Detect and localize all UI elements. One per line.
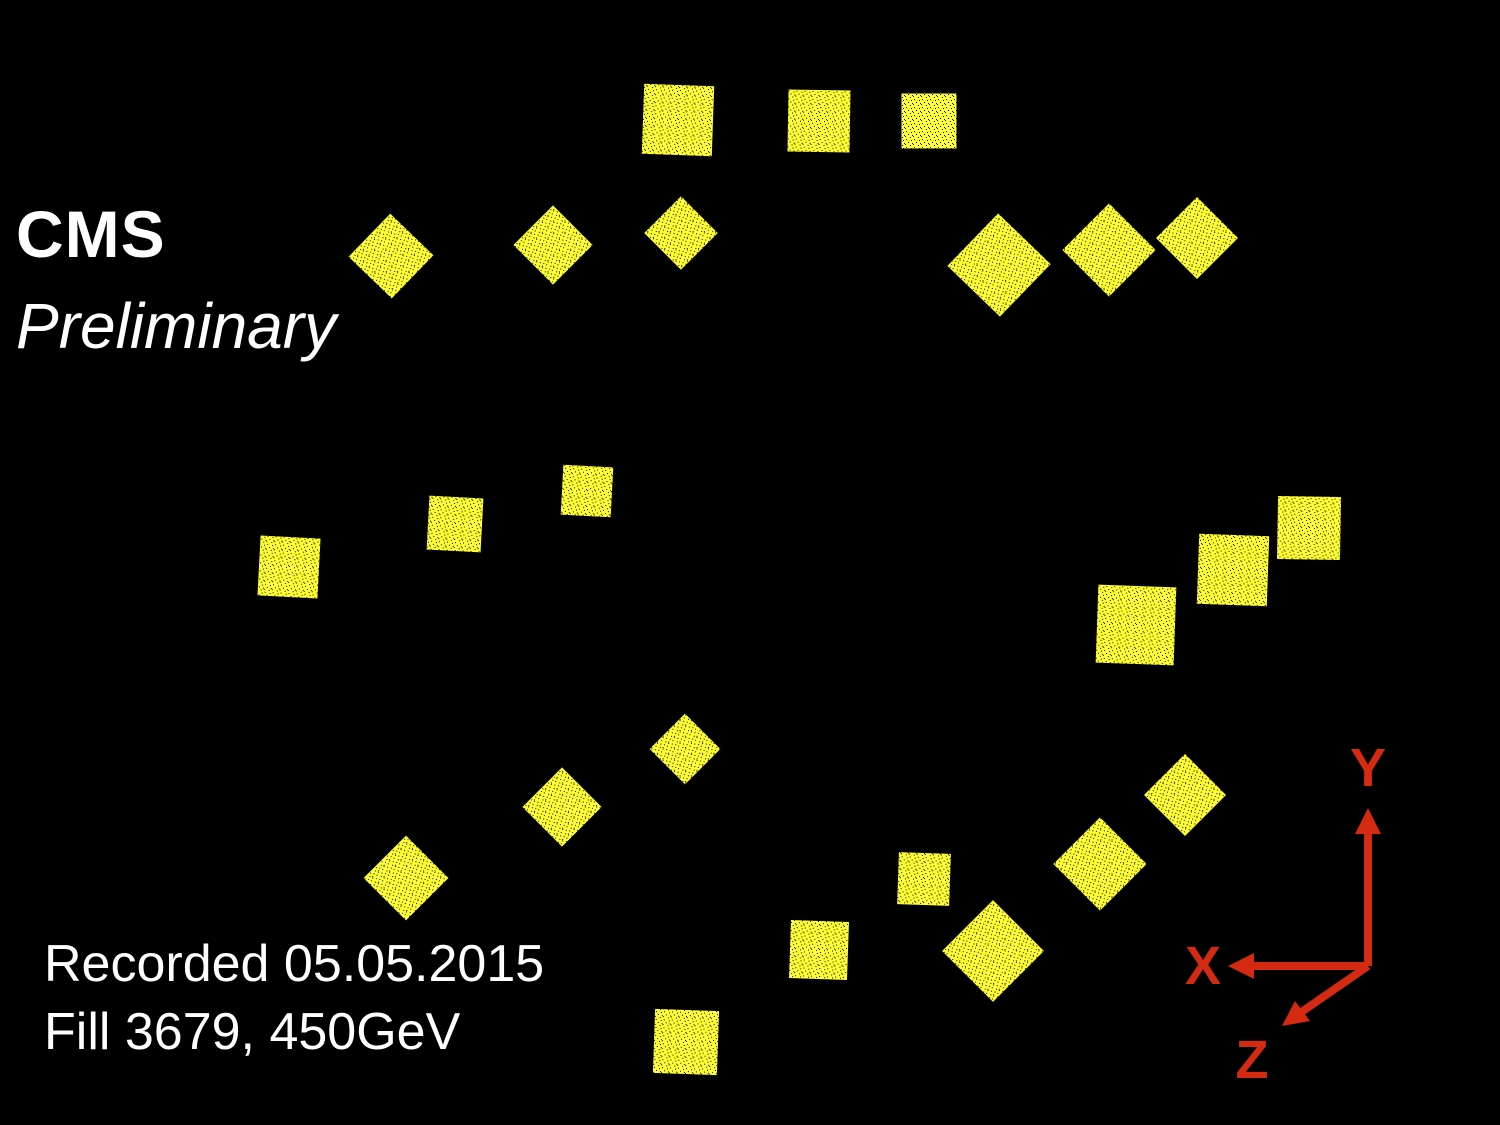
preliminary-label: Preliminary: [16, 290, 337, 362]
sensor-hitmap: [652, 1008, 720, 1076]
sensor-hitmap: [1155, 196, 1239, 280]
recorded-date: Recorded 05.05.2015: [44, 935, 545, 993]
sensor-hitmap: [560, 464, 614, 518]
sensor-hitmap: [644, 196, 718, 270]
sensor-hitmap: [1196, 533, 1270, 607]
sensor-hitmap: [522, 767, 602, 847]
axis-label-z: Z: [1236, 1030, 1269, 1090]
sensor-hitmap: [649, 713, 721, 785]
experiment-title: CMS: [16, 197, 166, 271]
axis-indicator: Y X Z: [1185, 738, 1386, 1090]
sensor-hitmap: [363, 835, 449, 921]
axis-label-y: Y: [1350, 738, 1386, 798]
fill-info: Fill 3679, 450GeV: [44, 1003, 461, 1061]
sensor-hitmap: [1062, 203, 1156, 297]
z-axis-arrow: [1297, 962, 1371, 1017]
sensor-hitmap: [1095, 584, 1177, 666]
sensor-hitmap: [641, 83, 715, 157]
sensor-hitmap: [942, 900, 1044, 1002]
sensor-hitmap: [897, 852, 951, 906]
sensor-hitmap: [1143, 753, 1227, 837]
sensor-hitmap: [947, 213, 1051, 317]
axis-label-x: X: [1185, 936, 1221, 996]
sensor-hitmap: [513, 205, 593, 285]
sensor-hitmap: [1276, 495, 1342, 561]
z-arrowhead-icon: [1282, 1001, 1310, 1026]
sensor-hitmap: [257, 535, 321, 599]
x-arrowhead-icon: [1228, 953, 1254, 979]
y-arrowhead-icon: [1355, 808, 1381, 834]
sensor-hitmap: [789, 920, 849, 980]
sensor-hitmap: [901, 93, 957, 149]
sensor-hits: [257, 83, 1342, 1076]
sensor-hitmap: [348, 213, 434, 299]
sensor-hitmap: [787, 89, 851, 153]
sensor-hitmap: [426, 495, 484, 553]
sensor-hitmap: [1053, 817, 1147, 911]
